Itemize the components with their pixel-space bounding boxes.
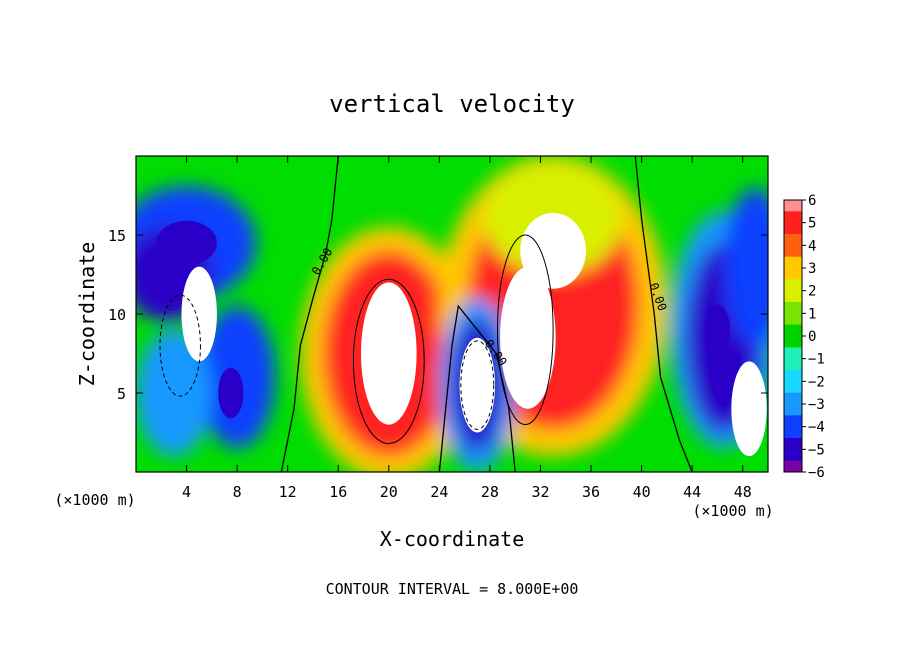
colorbar-segment	[784, 381, 802, 394]
field-core-7	[704, 304, 731, 356]
x-tick-label: 20	[380, 483, 398, 501]
x-tick-label: 40	[633, 483, 651, 501]
colorbar-tick-label: 5	[808, 216, 816, 232]
colorbar-segment	[784, 370, 802, 382]
x-tick-label: 44	[683, 483, 701, 501]
colorbar-segment	[784, 449, 802, 462]
x-axis-label: X-coordinate	[380, 527, 525, 551]
colorbar-segment	[784, 415, 802, 428]
colorbar-segment	[784, 404, 802, 416]
field-core-3	[459, 337, 495, 433]
colorbar-tick-label: −5	[808, 442, 825, 458]
colorbar-tick-label: 6	[808, 193, 816, 209]
colorbar-segment	[784, 222, 802, 235]
colorbar-tick-label: −3	[808, 397, 825, 413]
field-core-2	[520, 212, 586, 289]
plot-area: 0.000.000.00	[135, 155, 769, 473]
x-tick-label: 12	[279, 483, 297, 501]
chart-title: vertical velocity	[329, 90, 575, 118]
colorbar-segment	[784, 245, 802, 258]
colorbar-tick-label: −4	[808, 420, 825, 436]
colorbar-segment	[784, 313, 802, 326]
x-unit-right: (×1000 m)	[692, 502, 773, 520]
y-axis-label: Z-coordinate	[75, 242, 99, 387]
field-core-6	[218, 367, 244, 419]
colorbar-segment	[784, 358, 802, 371]
field-blob-downdraft-right-edge	[723, 187, 768, 346]
y-tick-label: 15	[108, 227, 126, 245]
contour-zero-0	[280, 156, 339, 472]
contour-positive-0	[352, 278, 425, 445]
contour-interval-note: CONTOUR INTERVAL = 8.000E+00	[326, 580, 579, 598]
colorbar-tick-label: −6	[808, 465, 825, 481]
colorbar-tick-label: −1	[808, 352, 825, 368]
colorbar-segment	[784, 234, 802, 246]
y-tick-label: 10	[108, 306, 126, 324]
x-tick-label: 28	[481, 483, 499, 501]
colorbar-segment	[784, 347, 802, 360]
colorbar-segment	[784, 438, 802, 450]
velocity-cores	[156, 212, 767, 457]
colorbar-segment	[784, 392, 802, 405]
field-core-8	[731, 361, 767, 457]
x-tick-label: 8	[233, 483, 242, 501]
x-tick-label: 32	[531, 483, 549, 501]
contour-zero-1	[634, 156, 693, 472]
colorbar-segment	[784, 200, 802, 212]
colorbar: 6 5 4 3 2 1 0 −1 −2 −3 −4 −5 −6	[783, 193, 825, 481]
x-tick-label: 24	[430, 483, 448, 501]
field-core-0	[360, 282, 417, 425]
colorbar-segment	[784, 302, 802, 314]
colorbar-segment	[784, 426, 802, 439]
colorbar-tick-label: 0	[808, 329, 816, 345]
contour-negative-0	[460, 340, 495, 430]
x-unit-left: (×1000 m)	[54, 491, 135, 509]
x-tick-label: 16	[329, 483, 347, 501]
colorbar-segment	[784, 268, 802, 280]
colorbar-segment	[784, 279, 802, 292]
x-tick-label: 4	[182, 483, 191, 501]
field-core-1	[500, 266, 556, 409]
colorbar-segment	[784, 290, 802, 303]
colorbar-tick-label: 1	[808, 306, 816, 322]
colorbar-segment	[784, 460, 802, 473]
x-tick-label: 36	[582, 483, 600, 501]
colorbar-tick-label: −2	[808, 374, 825, 390]
field-core-4	[181, 266, 217, 362]
y-tick-label: 5	[117, 385, 126, 403]
colorbar-tick-label: 2	[808, 284, 816, 300]
x-tick-label: 48	[734, 483, 752, 501]
contour-positive-1	[497, 234, 554, 426]
colorbar-segment	[784, 324, 802, 337]
field-core-5	[156, 220, 217, 266]
colorbar-tick-label: 3	[808, 261, 816, 277]
colorbar-tick-label: 4	[808, 238, 816, 254]
colorbar-segment	[784, 336, 802, 348]
colorbar-segment	[784, 211, 802, 224]
colorbar-segment	[784, 256, 802, 269]
contour-negative-1	[159, 294, 201, 397]
